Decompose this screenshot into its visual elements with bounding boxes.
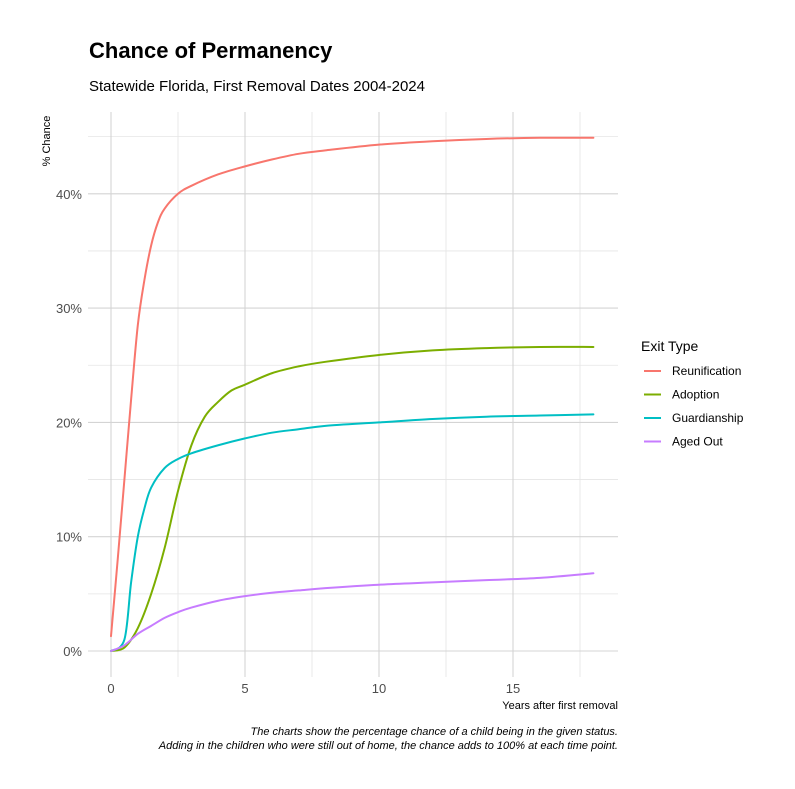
y-axis-label: % Chance xyxy=(41,116,53,167)
series-line-guardianship xyxy=(110,413,595,652)
series-lines xyxy=(110,136,595,652)
x-tick-label: 10 xyxy=(372,681,386,696)
x-axis-ticks: 0 5 10 15 xyxy=(107,681,520,696)
legend-label-adoption: Adoption xyxy=(672,388,719,402)
x-tick-label: 15 xyxy=(506,681,520,696)
legend-label-aged-out: Aged Out xyxy=(672,435,723,449)
chart-title: Chance of Permanency xyxy=(89,38,333,63)
caption-line-1: The charts show the percentage chance of… xyxy=(250,726,618,738)
legend: Exit Type Reunification Adoption Guardians… xyxy=(641,338,744,449)
chart-subtitle: Statewide Florida, First Removal Dates 2… xyxy=(89,78,425,95)
legend-items: Reunification Adoption Guardianship Aged Ou… xyxy=(644,364,744,449)
legend-label-reunification: Reunification xyxy=(672,364,741,378)
grid-minor xyxy=(88,112,618,677)
caption-line-2: Adding in the children who were still ou… xyxy=(158,740,618,752)
y-tick-label: 20% xyxy=(56,415,82,430)
grid-major xyxy=(88,112,618,677)
series-line-aged-out xyxy=(110,572,595,652)
x-tick-label: 5 xyxy=(241,681,248,696)
x-axis-label: Years after first removal xyxy=(502,700,618,712)
legend-title: Exit Type xyxy=(641,338,699,354)
y-tick-label: 0% xyxy=(63,644,82,659)
y-tick-label: 10% xyxy=(56,530,82,545)
series-line-reunification xyxy=(110,136,595,638)
y-axis-ticks: 0% 10% 20% 30% 40% xyxy=(56,187,82,659)
y-tick-label: 40% xyxy=(56,187,82,202)
legend-label-guardianship: Guardianship xyxy=(672,411,744,425)
series-line-adoption xyxy=(110,345,595,652)
x-tick-label: 0 xyxy=(107,681,114,696)
y-tick-label: 30% xyxy=(56,301,82,316)
